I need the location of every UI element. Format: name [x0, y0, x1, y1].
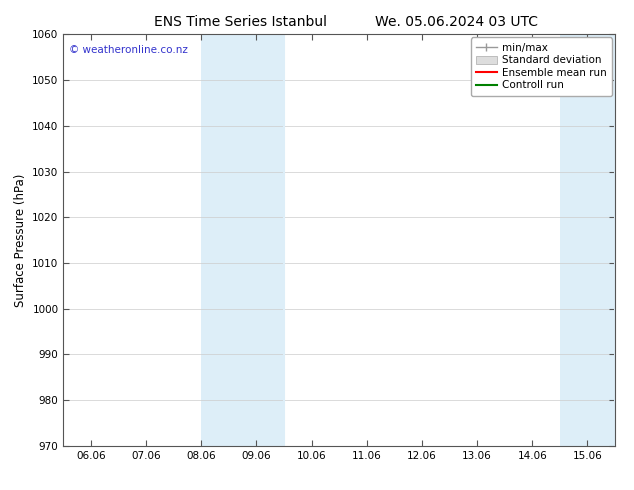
Text: ENS Time Series Istanbul: ENS Time Series Istanbul [155, 15, 327, 29]
Bar [560, 34, 615, 446]
Legend: min/max, Standard deviation, Ensemble mean run, Controll run: min/max, Standard deviation, Ensemble me… [470, 37, 612, 96]
Bar [202, 34, 284, 446]
Y-axis label: Surface Pressure (hPa): Surface Pressure (hPa) [14, 173, 27, 307]
Text: We. 05.06.2024 03 UTC: We. 05.06.2024 03 UTC [375, 15, 538, 29]
Text: © weatheronline.co.nz: © weatheronline.co.nz [69, 45, 188, 54]
